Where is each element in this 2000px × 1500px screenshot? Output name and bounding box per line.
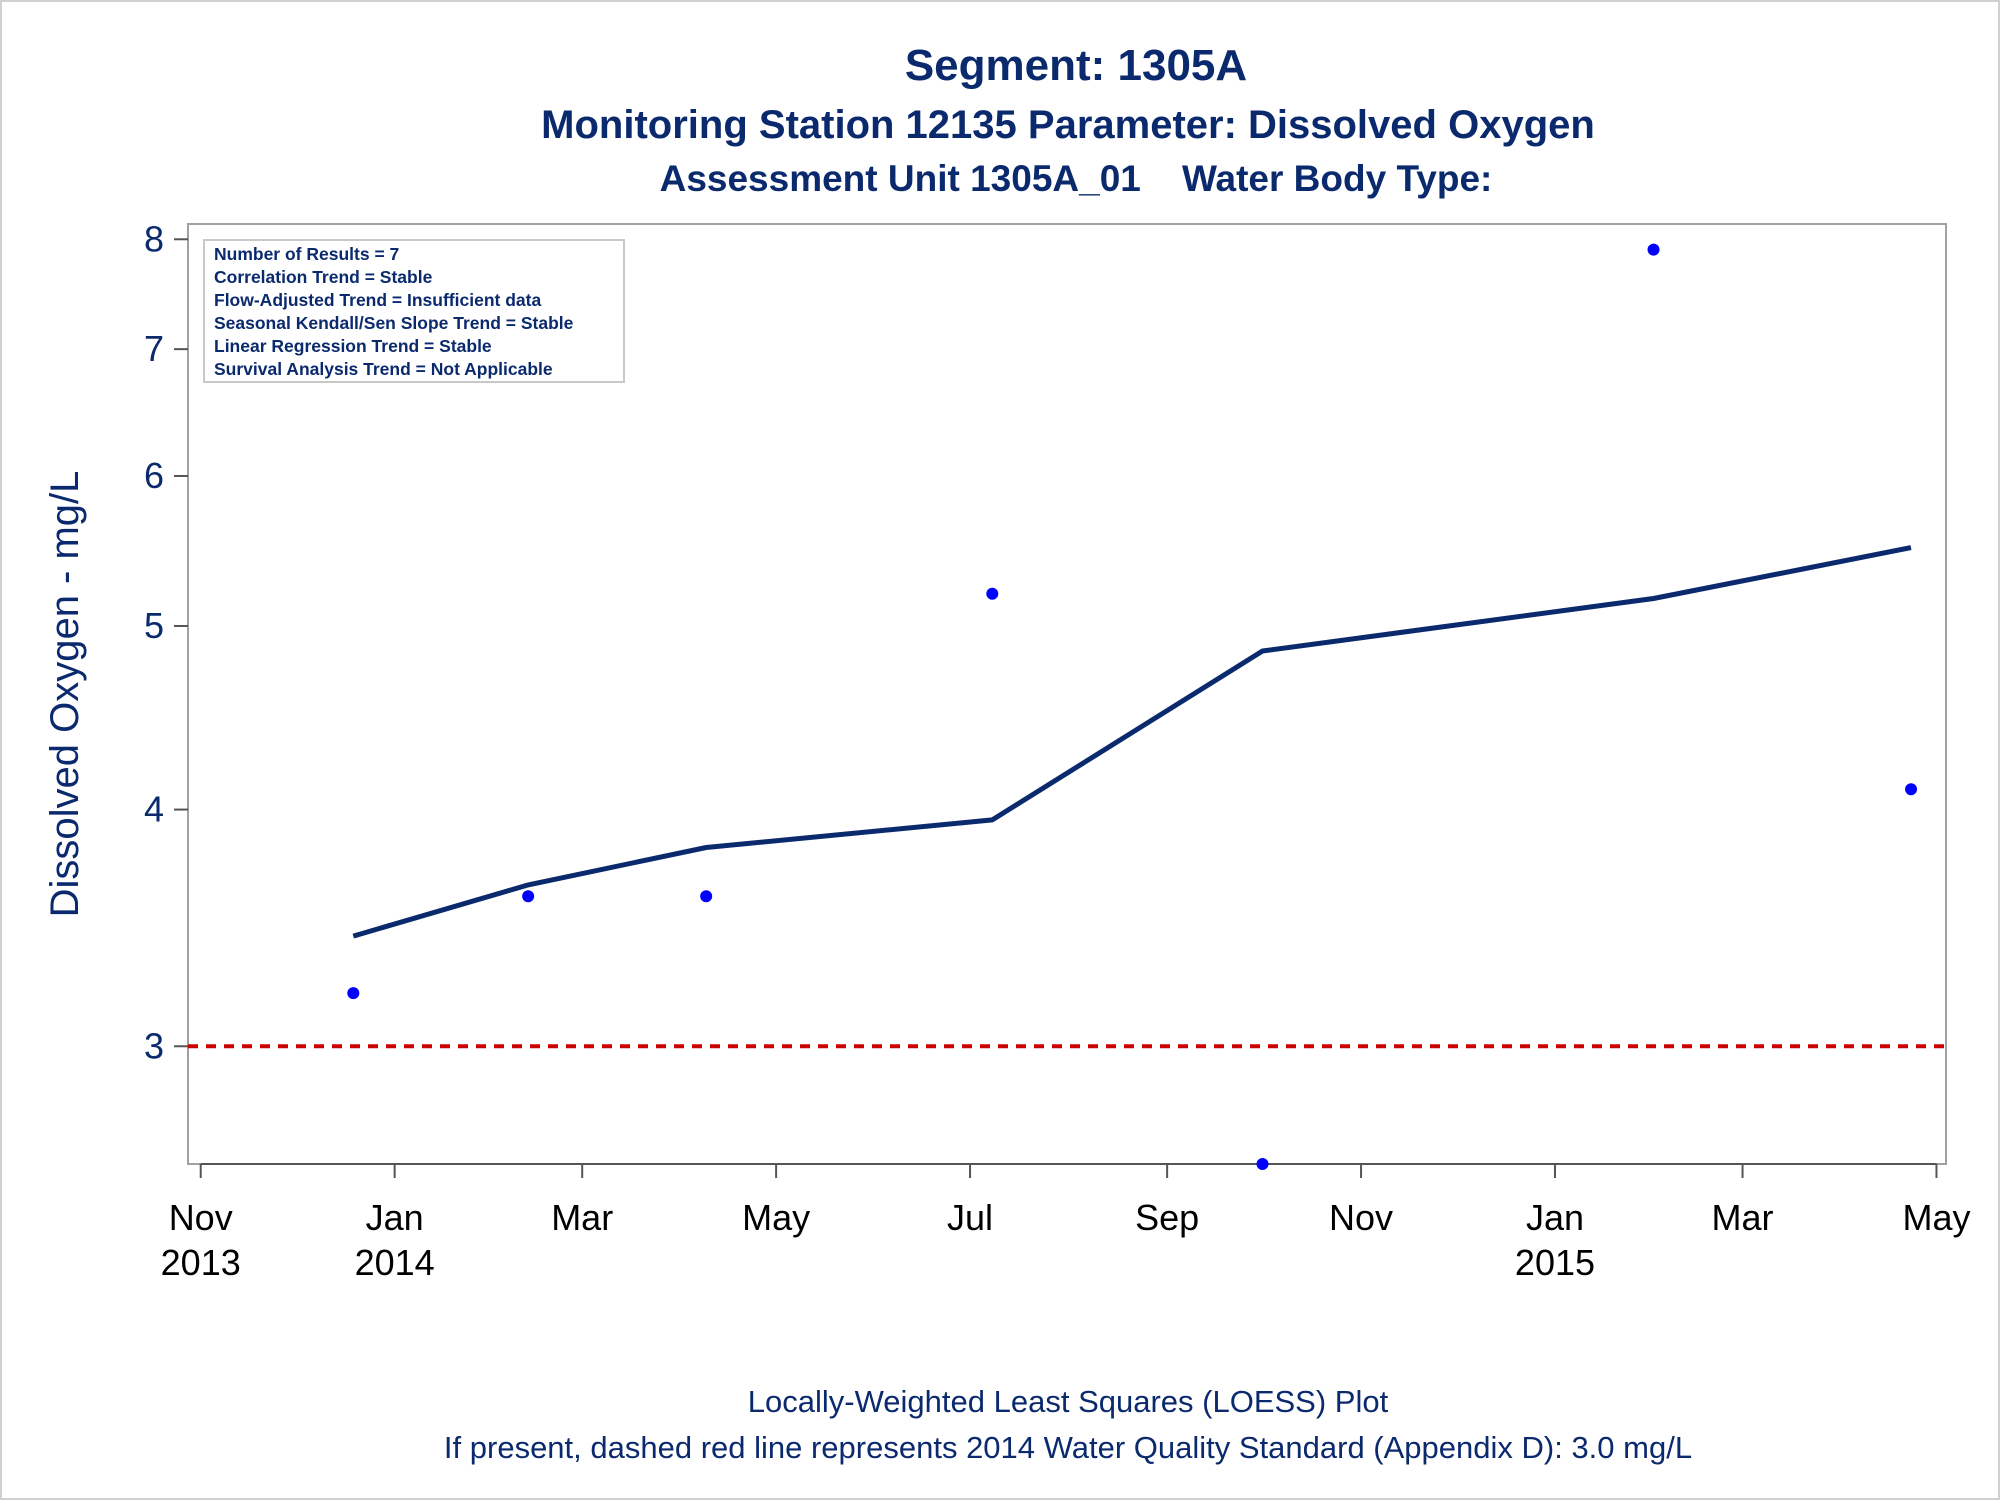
x-tick-label-month: Mar (551, 1197, 613, 1238)
data-point (986, 587, 999, 600)
data-point (1256, 1158, 1269, 1170)
data-point (522, 890, 535, 903)
stat-seasonal-kendall-trend: Seasonal Kendall/Sen Slope Trend = Stabl… (214, 313, 574, 333)
stat-correlation-trend: Correlation Trend = Stable (214, 267, 433, 287)
chart-title: Segment: 1305A (905, 41, 1247, 90)
x-tick-label-month: Sep (1135, 1197, 1199, 1238)
stat-number-of-results: Number of Results = 7 (214, 244, 399, 264)
x-tick-label-month: Jul (947, 1197, 993, 1238)
footnote-loess: Locally-Weighted Least Squares (LOESS) P… (748, 1384, 1389, 1419)
chart-subtitle: Monitoring Station 12135 Parameter: Diss… (541, 103, 1595, 147)
chart-subtitle-2: Assessment Unit 1305A_01 Water Body Type… (660, 158, 1493, 199)
x-tick-label-month: Jan (366, 1197, 424, 1238)
stat-survival-analysis-trend: Survival Analysis Trend = Not Applicable (214, 359, 553, 379)
x-tick-label-month: May (742, 1197, 810, 1238)
x-tick-label-month: Mar (1712, 1197, 1774, 1238)
y-tick-label: 4 (144, 789, 164, 830)
data-point (1905, 783, 1918, 796)
stat-flow-adjusted-trend: Flow-Adjusted Trend = Insufficient data (214, 290, 541, 310)
data-point (347, 987, 360, 1000)
x-tick-label-month: Nov (169, 1197, 233, 1238)
data-point (700, 890, 713, 903)
data-points (347, 243, 1918, 1170)
y-tick-label: 6 (144, 455, 164, 496)
y-tick-label: 3 (144, 1025, 164, 1066)
x-tick-label-month: Jan (1526, 1197, 1584, 1238)
x-tick-label-year: 2014 (355, 1242, 435, 1283)
stat-linear-regression-trend: Linear Regression Trend = Stable (214, 336, 492, 356)
stats-box: Number of Results = 7 Correlation Trend … (203, 239, 625, 383)
footnote-standard: If present, dashed red line represents 2… (444, 1430, 1692, 1465)
y-tick-label: 8 (144, 218, 164, 259)
data-point (1647, 243, 1660, 256)
y-axis-label: Dissolved Oxygen - mg/L (43, 471, 87, 918)
x-tick-label-year: 2013 (161, 1242, 241, 1283)
stats-box-frame (203, 239, 625, 383)
loess-curve (352, 545, 1912, 939)
x-tick-label-year: 2015 (1515, 1242, 1595, 1283)
y-tick-label: 5 (144, 605, 164, 646)
x-tick-label-month: May (1902, 1197, 1970, 1238)
x-tick-label-month: Nov (1329, 1197, 1393, 1238)
y-tick-label: 7 (144, 328, 164, 369)
y-axis: 3 4 5 6 7 8 (144, 218, 188, 1066)
